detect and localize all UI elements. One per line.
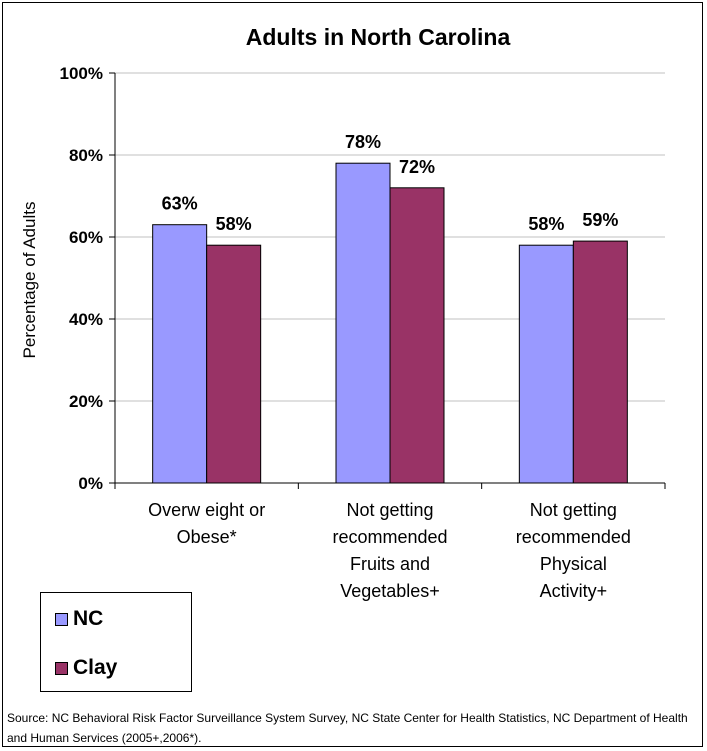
- legend: NC Clay: [40, 592, 192, 692]
- y-tick-label: 100%: [60, 64, 103, 83]
- bars: [152, 162, 628, 484]
- x-category-label: Physical: [540, 554, 607, 574]
- data-label-nc-1: 78%: [345, 132, 381, 152]
- legend-label-nc: NC: [73, 607, 104, 630]
- x-category-label: Not getting: [346, 500, 433, 520]
- bar-clay-2: [572, 240, 628, 484]
- x-category-label: Activity+: [540, 581, 608, 601]
- x-category-label: recommended: [516, 527, 631, 547]
- chart-title: Adults in North Carolina: [246, 24, 511, 50]
- data-label-nc-0: 63%: [162, 194, 198, 214]
- data-label-clay-2: 59%: [582, 210, 618, 230]
- y-tick-label: 20%: [69, 392, 103, 411]
- x-category-label: Overw eight or: [148, 500, 265, 520]
- data-label-clay-0: 58%: [216, 214, 252, 234]
- legend-item-nc: NC: [55, 607, 103, 631]
- legend-label-clay: Clay: [73, 656, 118, 679]
- data-label-nc-2: 58%: [528, 214, 564, 234]
- x-category-label: Vegetables+: [340, 581, 440, 601]
- bar-nc-1: [335, 162, 391, 484]
- y-axis-label: Percentage of Adults: [20, 202, 39, 359]
- bar-clay-0: [206, 244, 262, 484]
- bar-clay-1: [389, 187, 445, 484]
- data-labels: 63% 58% 78% 72% 58% 59%: [162, 132, 619, 234]
- data-label-clay-1: 72%: [399, 157, 435, 177]
- source-note: Source: NC Behavioral Risk Factor Survei…: [7, 711, 688, 745]
- legend-swatch-clay: [55, 661, 68, 675]
- legend-swatch-nc: [55, 612, 68, 626]
- legend-item-clay: Clay: [55, 656, 117, 680]
- axes: 0% 20% 40% 60% 80% 100% Overw eight or Obese* No…: [60, 64, 666, 601]
- bar-nc-0: [152, 224, 208, 484]
- y-tick-label: 60%: [69, 228, 103, 247]
- x-category-label: recommended: [332, 527, 447, 547]
- y-tick-label: 0%: [78, 474, 103, 493]
- x-category-label: Fruits and: [350, 554, 430, 574]
- bar-chart: Adults in North Carolina Percentage of A…: [20, 24, 666, 601]
- x-category-label: Not getting: [530, 500, 617, 520]
- x-category-label: Obese*: [177, 527, 237, 547]
- bar-nc-2: [518, 244, 574, 484]
- y-tick-label: 40%: [69, 310, 103, 329]
- y-tick-label: 80%: [69, 146, 103, 165]
